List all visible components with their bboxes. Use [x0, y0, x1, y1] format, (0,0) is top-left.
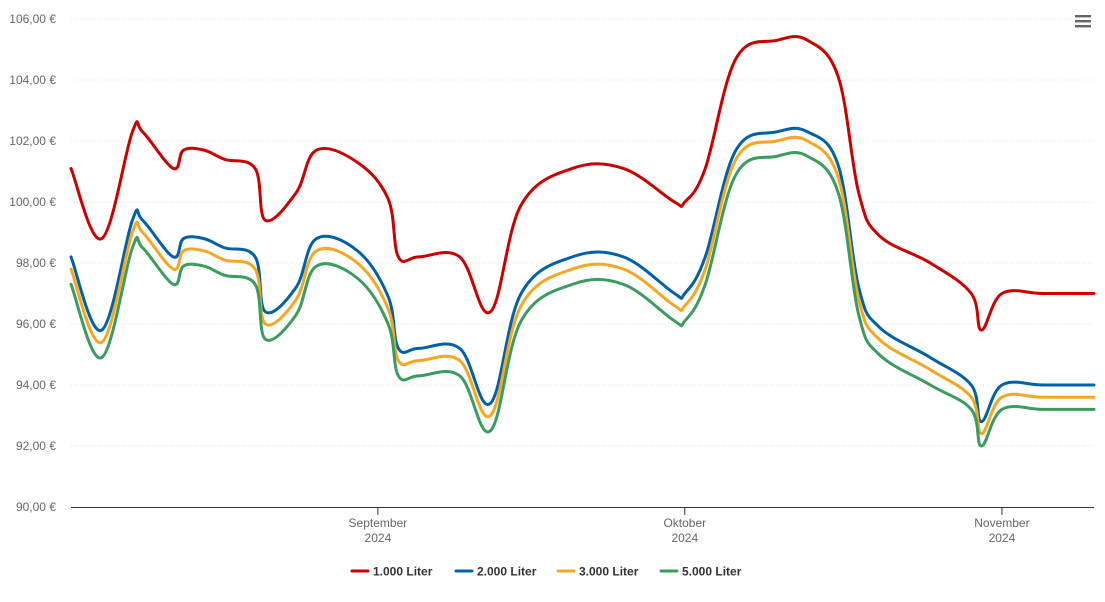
legend-item[interactable]: 1.000 Liter — [350, 565, 433, 579]
y-tick-label: 106,00 € — [9, 12, 56, 26]
y-tick-label: 104,00 € — [9, 73, 56, 87]
x-tick-label-year: 2024 — [989, 531, 1016, 545]
series-line-2 — [69, 126, 1096, 424]
y-tick-label: 96,00 € — [16, 317, 56, 331]
y-tick-label: 98,00 € — [16, 256, 56, 270]
y-tick-label: 94,00 € — [16, 378, 56, 392]
series-line-3 — [69, 135, 1096, 436]
legend-item[interactable]: 3.000 Liter — [556, 565, 639, 579]
grid-lines — [71, 18, 1094, 447]
series-line-4 — [69, 150, 1096, 448]
legend-label: 1.000 Liter — [373, 565, 433, 579]
x-tick-label-year: 2024 — [671, 531, 698, 545]
y-tick-label: 100,00 € — [9, 195, 56, 209]
y-tick-label: 102,00 € — [9, 134, 56, 148]
legend-label: 3.000 Liter — [579, 565, 639, 579]
y-tick-label: 90,00 € — [16, 500, 56, 514]
x-tick-label: September — [349, 516, 408, 530]
series-lines — [69, 35, 1096, 448]
y-axis: 90,00 € 92,00 € 94,00 € 96,00 € 98,00 € 100,0… — [9, 12, 56, 514]
hamburger-menu-icon[interactable] — [1075, 15, 1091, 28]
legend-item[interactable]: 5.000 Liter — [659, 565, 742, 579]
legend-label: 5.000 Liter — [682, 565, 742, 579]
x-tick-label-year: 2024 — [365, 531, 392, 545]
x-tick-label: Oktober — [663, 516, 706, 530]
legend-label: 2.000 Liter — [477, 565, 537, 579]
legend-item[interactable]: 2.000 Liter — [454, 565, 537, 579]
series-line-1 — [69, 35, 1096, 332]
legend[interactable]: 1.000 Liter 2.000 Liter 3.000 Liter 5.000 L… — [350, 565, 742, 579]
x-tick-label: November — [974, 516, 1029, 530]
y-tick-label: 92,00 € — [16, 439, 56, 453]
